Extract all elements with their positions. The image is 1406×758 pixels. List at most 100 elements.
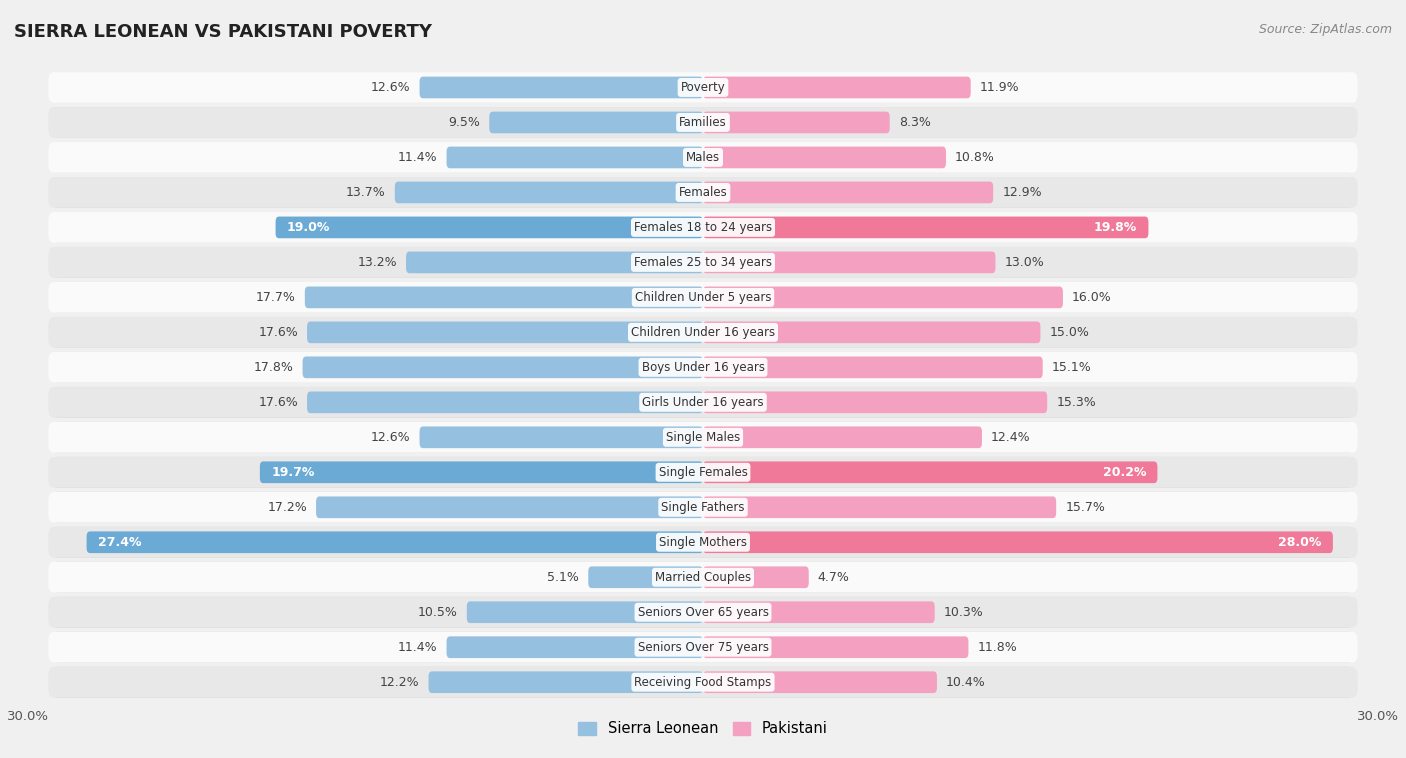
FancyBboxPatch shape (48, 667, 1358, 697)
Text: 11.4%: 11.4% (398, 151, 437, 164)
Text: 17.6%: 17.6% (259, 326, 298, 339)
Text: Females 18 to 24 years: Females 18 to 24 years (634, 221, 772, 234)
Text: 11.8%: 11.8% (977, 641, 1017, 653)
Text: Married Couples: Married Couples (655, 571, 751, 584)
FancyBboxPatch shape (48, 387, 1358, 418)
FancyBboxPatch shape (48, 422, 1358, 453)
FancyBboxPatch shape (52, 247, 1354, 277)
FancyBboxPatch shape (52, 632, 1354, 662)
FancyBboxPatch shape (467, 601, 703, 623)
FancyBboxPatch shape (48, 317, 1358, 348)
Text: 28.0%: 28.0% (1278, 536, 1322, 549)
FancyBboxPatch shape (703, 77, 970, 99)
Text: 10.3%: 10.3% (943, 606, 983, 619)
Text: Source: ZipAtlas.com: Source: ZipAtlas.com (1258, 23, 1392, 36)
Text: SIERRA LEONEAN VS PAKISTANI POVERTY: SIERRA LEONEAN VS PAKISTANI POVERTY (14, 23, 432, 41)
FancyBboxPatch shape (48, 247, 1358, 277)
FancyBboxPatch shape (489, 111, 703, 133)
FancyBboxPatch shape (260, 462, 703, 483)
Text: Males: Males (686, 151, 720, 164)
Text: 17.8%: 17.8% (253, 361, 294, 374)
FancyBboxPatch shape (48, 177, 1358, 208)
Text: 12.2%: 12.2% (380, 675, 419, 689)
FancyBboxPatch shape (48, 632, 1358, 662)
Text: 17.2%: 17.2% (267, 501, 307, 514)
Text: Females: Females (679, 186, 727, 199)
FancyBboxPatch shape (276, 217, 703, 238)
Text: Single Males: Single Males (666, 431, 740, 443)
FancyBboxPatch shape (703, 111, 890, 133)
FancyBboxPatch shape (703, 356, 1043, 378)
Text: 15.3%: 15.3% (1056, 396, 1095, 409)
FancyBboxPatch shape (703, 637, 969, 658)
Text: 20.2%: 20.2% (1102, 466, 1146, 479)
FancyBboxPatch shape (52, 352, 1354, 383)
FancyBboxPatch shape (703, 182, 993, 203)
Text: 5.1%: 5.1% (547, 571, 579, 584)
FancyBboxPatch shape (48, 562, 1358, 593)
FancyBboxPatch shape (406, 252, 703, 273)
Text: 15.0%: 15.0% (1049, 326, 1090, 339)
FancyBboxPatch shape (447, 637, 703, 658)
FancyBboxPatch shape (447, 146, 703, 168)
FancyBboxPatch shape (52, 212, 1354, 243)
Text: Girls Under 16 years: Girls Under 16 years (643, 396, 763, 409)
FancyBboxPatch shape (48, 527, 1358, 558)
FancyBboxPatch shape (52, 492, 1354, 523)
FancyBboxPatch shape (48, 597, 1358, 628)
Text: 12.6%: 12.6% (371, 431, 411, 443)
FancyBboxPatch shape (48, 107, 1358, 138)
FancyBboxPatch shape (48, 352, 1358, 383)
Text: 12.9%: 12.9% (1002, 186, 1042, 199)
FancyBboxPatch shape (302, 356, 703, 378)
FancyBboxPatch shape (703, 427, 981, 448)
FancyBboxPatch shape (395, 182, 703, 203)
FancyBboxPatch shape (588, 566, 703, 588)
Text: 9.5%: 9.5% (449, 116, 481, 129)
Text: Females 25 to 34 years: Females 25 to 34 years (634, 256, 772, 269)
FancyBboxPatch shape (703, 321, 1040, 343)
Text: Seniors Over 75 years: Seniors Over 75 years (637, 641, 769, 653)
FancyBboxPatch shape (703, 672, 936, 693)
FancyBboxPatch shape (305, 287, 703, 309)
Text: Families: Families (679, 116, 727, 129)
Text: 10.4%: 10.4% (946, 675, 986, 689)
Text: Single Mothers: Single Mothers (659, 536, 747, 549)
Text: 15.1%: 15.1% (1052, 361, 1091, 374)
FancyBboxPatch shape (52, 282, 1354, 313)
Text: 12.4%: 12.4% (991, 431, 1031, 443)
FancyBboxPatch shape (703, 566, 808, 588)
Text: 19.0%: 19.0% (287, 221, 330, 234)
FancyBboxPatch shape (316, 496, 703, 518)
Text: 11.4%: 11.4% (398, 641, 437, 653)
FancyBboxPatch shape (703, 531, 1333, 553)
Text: 12.6%: 12.6% (371, 81, 411, 94)
Text: 13.7%: 13.7% (346, 186, 385, 199)
Text: 4.7%: 4.7% (818, 571, 849, 584)
FancyBboxPatch shape (52, 527, 1354, 558)
Text: Boys Under 16 years: Boys Under 16 years (641, 361, 765, 374)
FancyBboxPatch shape (429, 672, 703, 693)
Text: 27.4%: 27.4% (98, 536, 142, 549)
Text: 17.7%: 17.7% (256, 291, 295, 304)
Text: 15.7%: 15.7% (1066, 501, 1105, 514)
Text: 19.7%: 19.7% (271, 466, 315, 479)
Text: Children Under 5 years: Children Under 5 years (634, 291, 772, 304)
Text: 11.9%: 11.9% (980, 81, 1019, 94)
FancyBboxPatch shape (48, 212, 1358, 243)
Text: 8.3%: 8.3% (898, 116, 931, 129)
FancyBboxPatch shape (87, 531, 703, 553)
FancyBboxPatch shape (48, 457, 1358, 487)
FancyBboxPatch shape (703, 287, 1063, 309)
FancyBboxPatch shape (52, 142, 1354, 173)
FancyBboxPatch shape (52, 387, 1354, 418)
Legend: Sierra Leonean, Pakistani: Sierra Leonean, Pakistani (572, 716, 834, 742)
Text: 10.5%: 10.5% (418, 606, 458, 619)
FancyBboxPatch shape (52, 562, 1354, 593)
FancyBboxPatch shape (419, 427, 703, 448)
FancyBboxPatch shape (48, 72, 1358, 103)
FancyBboxPatch shape (307, 321, 703, 343)
Text: 13.2%: 13.2% (357, 256, 396, 269)
Text: 17.6%: 17.6% (259, 396, 298, 409)
FancyBboxPatch shape (48, 142, 1358, 173)
